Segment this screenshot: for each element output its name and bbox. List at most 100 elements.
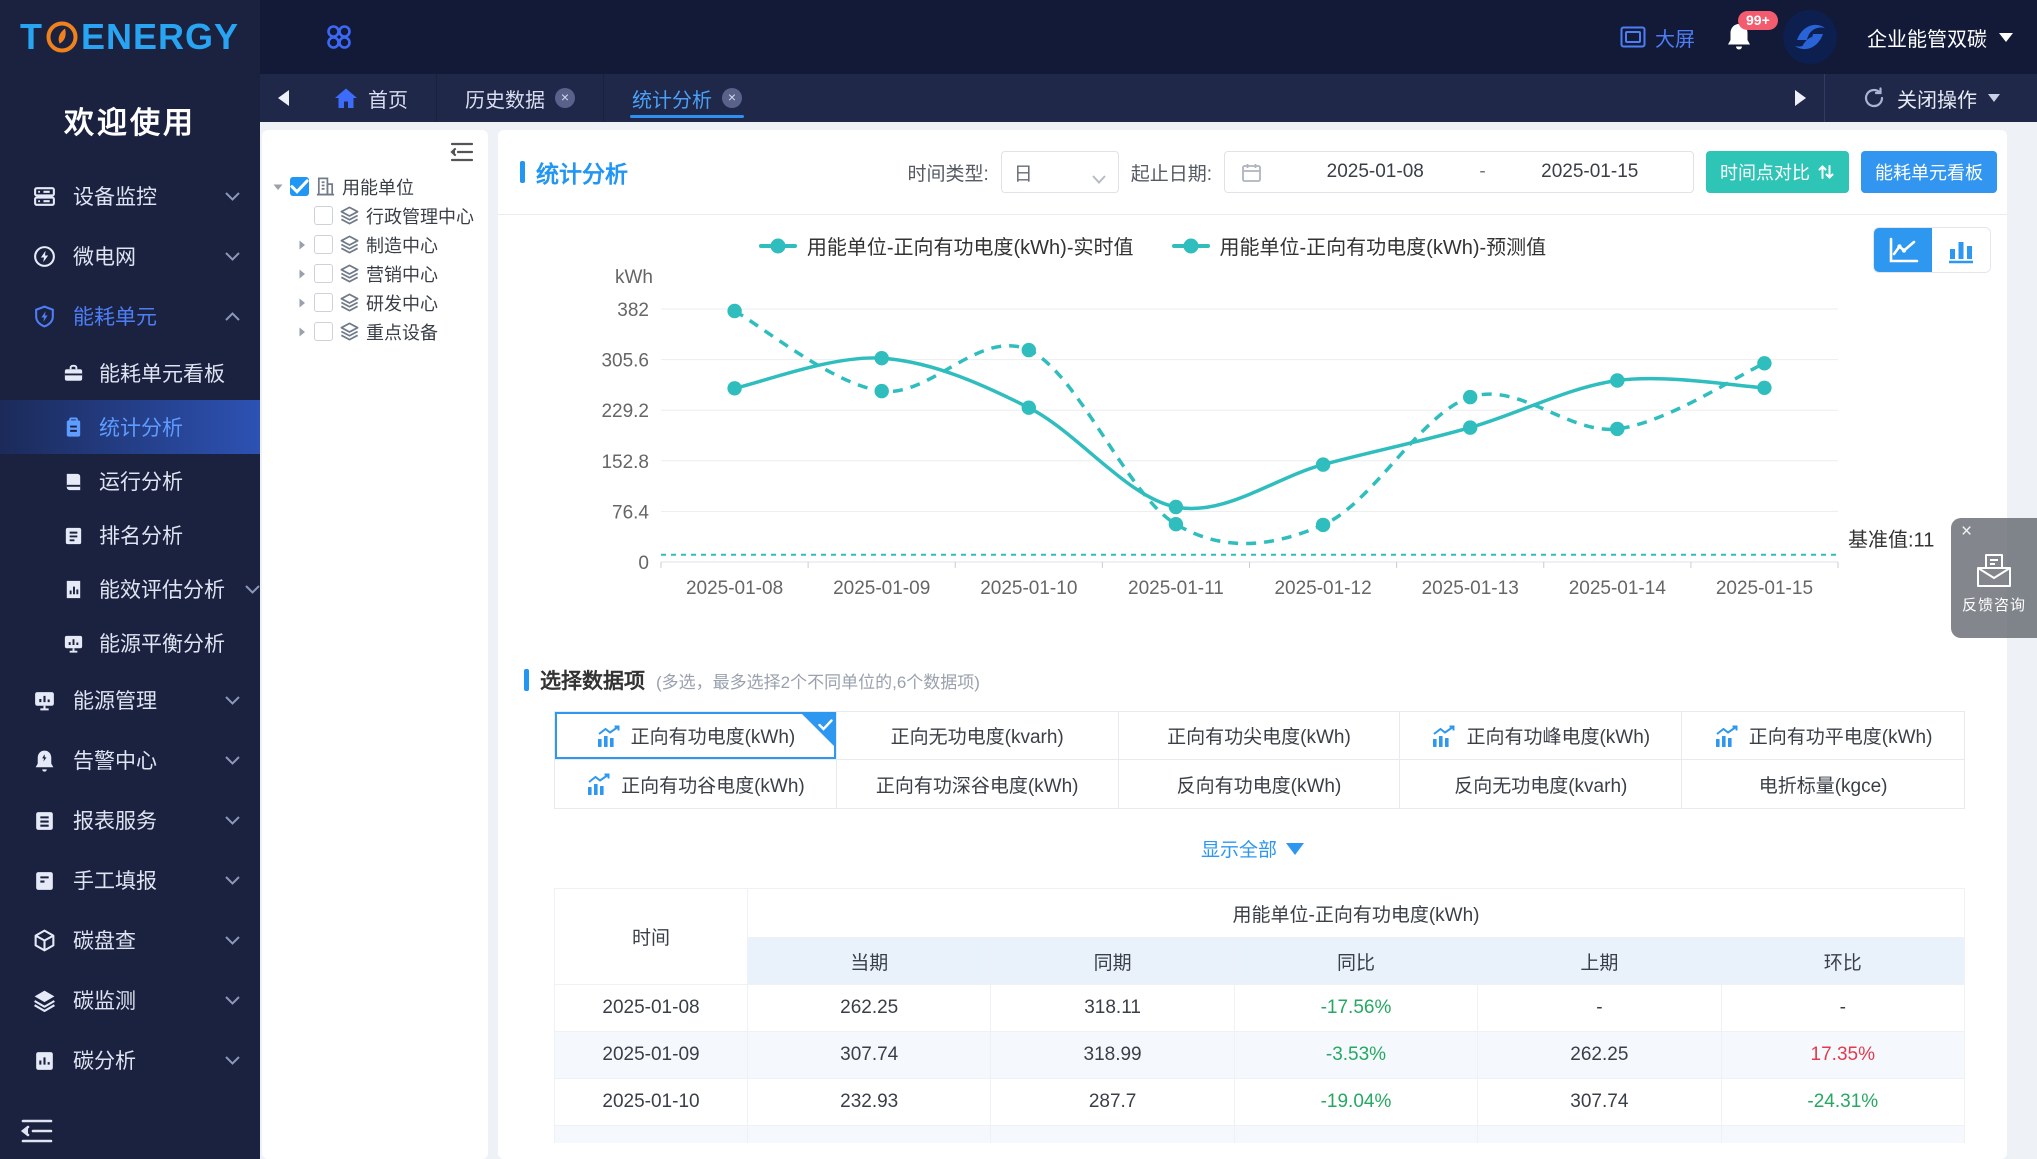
sidebar-item-9[interactable]: 碳分析 bbox=[0, 1030, 260, 1090]
sidebar-collapse-button[interactable] bbox=[20, 1117, 54, 1145]
legend-item-1[interactable]: 用能单位-正向有功电度(kWh)-预测值 bbox=[1171, 231, 1546, 260]
energy-unit-board-button[interactable]: 能耗单元看板 bbox=[1861, 151, 1997, 193]
x-axis-tick-label: 2025-01-09 bbox=[833, 578, 930, 599]
checkbox-unchecked[interactable] bbox=[314, 293, 333, 312]
row-value-cell: -17.56% bbox=[1233, 984, 1479, 1032]
kanban-icon bbox=[62, 362, 85, 385]
sidebar-item-2[interactable]: 能耗单元 bbox=[0, 286, 260, 346]
sidebar-item-6[interactable]: 手工填报 bbox=[0, 850, 260, 910]
notifications-button[interactable]: 99+ bbox=[1725, 11, 1778, 52]
close-operations-dropdown[interactable]: 关闭操作 bbox=[1824, 74, 2037, 122]
sidebar-subitem-排名分析[interactable]: 排名分析 bbox=[0, 508, 260, 562]
chart-legend: 用能单位-正向有功电度(kWh)-实时值 用能单位-正向有功电度(kWh)-预测值 bbox=[498, 231, 1807, 260]
org-switcher[interactable]: 企业能管双碳 bbox=[1867, 23, 2013, 52]
data-point bbox=[1021, 400, 1036, 415]
date-end-value[interactable]: 2025-01-15 bbox=[1541, 161, 1639, 182]
sidebar-item-4[interactable]: 告警中心 bbox=[0, 730, 260, 790]
x-axis-tick-label: 2025-01-10 bbox=[980, 578, 1077, 599]
statistics-panel: 统计分析 时间类型: 日 起止日期: bbox=[498, 130, 2007, 1159]
tab-统计分析[interactable]: 统计分析 × bbox=[603, 74, 770, 122]
sidebar-subitem-能源平衡分析[interactable]: 能源平衡分析 bbox=[0, 616, 260, 670]
avatar[interactable] bbox=[1783, 10, 1837, 64]
trend-chart-icon bbox=[596, 725, 621, 747]
show-all-link[interactable]: 显示全部 bbox=[498, 835, 2007, 862]
tab-历史数据[interactable]: 历史数据 × bbox=[436, 74, 603, 122]
table-column-环比: 环比 bbox=[1720, 937, 1966, 985]
caret-right-icon[interactable] bbox=[296, 239, 308, 251]
data-item-正向有功峰电度(kWh)[interactable]: 正向有功峰电度(kWh) bbox=[1400, 712, 1683, 760]
close-icon[interactable]: × bbox=[555, 88, 575, 108]
data-item-正向有功平电度(kWh)[interactable]: 正向有功平电度(kWh) bbox=[1682, 712, 1964, 760]
tree-collapse-icon[interactable] bbox=[450, 142, 474, 162]
data-item-反向有功电度(kWh)[interactable]: 反向有功电度(kWh) bbox=[1118, 760, 1401, 808]
line-chart-toggle[interactable] bbox=[1874, 228, 1932, 272]
caret-down-icon[interactable] bbox=[272, 181, 284, 193]
tree-node-行政管理中心[interactable]: 行政管理中心 bbox=[296, 201, 480, 230]
row-empty-cell bbox=[554, 1125, 748, 1143]
layers-icon bbox=[339, 321, 360, 342]
triangle-down-icon bbox=[1286, 842, 1304, 855]
time-point-compare-button[interactable]: 时间点对比 bbox=[1706, 151, 1849, 193]
data-item-label: 电折标量(kgce) bbox=[1758, 775, 1888, 797]
row-empty-cell bbox=[1233, 1125, 1479, 1143]
data-item-电折标量(kgce)[interactable]: 电折标量(kgce) bbox=[1682, 760, 1964, 808]
time-type-select[interactable]: 日 bbox=[1000, 151, 1119, 193]
date-range-picker[interactable]: 2025-01-08 - 2025-01-15 bbox=[1224, 151, 1694, 193]
tree-node-制造中心[interactable]: 制造中心 bbox=[296, 230, 480, 259]
sort-arrows-icon bbox=[1817, 163, 1835, 181]
sidebar-subitem-label: 能源平衡分析 bbox=[99, 633, 225, 656]
feedback-widget[interactable]: × 反馈咨询 bbox=[1951, 518, 2037, 638]
big-screen-button[interactable]: 大屏 bbox=[1620, 23, 1695, 52]
bar-chart-toggle[interactable] bbox=[1932, 228, 1990, 272]
data-item-正向有功尖电度(kWh)[interactable]: 正向有功尖电度(kWh) bbox=[1118, 712, 1401, 760]
tabs-scroll-right-button[interactable] bbox=[1778, 74, 1824, 122]
data-item-正向有功深谷电度(kWh)[interactable]: 正向有功深谷电度(kWh) bbox=[836, 760, 1119, 808]
tabs-scroll-left-button[interactable] bbox=[260, 74, 306, 122]
data-item-正向有功谷电度(kWh)[interactable]: 正向有功谷电度(kWh) bbox=[555, 760, 837, 808]
checkbox-unchecked[interactable] bbox=[314, 206, 333, 225]
sidebar-subitem-统计分析[interactable]: 统计分析 bbox=[0, 400, 260, 454]
checkbox-checked[interactable] bbox=[290, 177, 309, 196]
sidebar-item-1[interactable]: 微电网 bbox=[0, 226, 260, 286]
data-item-反向无功电度(kvarh)[interactable]: 反向无功电度(kvarh) bbox=[1400, 760, 1683, 808]
row-value-cell: 318.99 bbox=[990, 1031, 1235, 1079]
tree-node-营销中心[interactable]: 营销中心 bbox=[296, 259, 480, 288]
tree-node-研发中心[interactable]: 研发中心 bbox=[296, 288, 480, 317]
close-icon[interactable]: × bbox=[1961, 521, 1973, 542]
sidebar-item-0[interactable]: 设备监控 bbox=[0, 166, 260, 226]
sidebar-subitem-能效评估分析[interactable]: 能效评估分析 bbox=[0, 562, 260, 616]
caret-right-icon[interactable] bbox=[296, 268, 308, 280]
checkbox-unchecked[interactable] bbox=[314, 235, 333, 254]
table-header-time: 时间 bbox=[554, 888, 748, 985]
tree-node-label: 营销中心 bbox=[366, 264, 438, 285]
sidebar-item-8[interactable]: 碳监测 bbox=[0, 970, 260, 1030]
carbon-analysis-icon bbox=[32, 1048, 57, 1073]
sidebar-subitem-label: 排名分析 bbox=[99, 525, 183, 548]
caret-right-icon[interactable] bbox=[296, 326, 308, 338]
sidebar-subitem-label: 运行分析 bbox=[99, 471, 183, 494]
caret-right-icon[interactable] bbox=[296, 297, 308, 309]
sidebar-subitem-label: 统计分析 bbox=[99, 417, 183, 440]
data-item-正向无功电度(kvarh)[interactable]: 正向无功电度(kvarh) bbox=[836, 712, 1119, 760]
checkbox-unchecked[interactable] bbox=[314, 322, 333, 341]
sidebar-item-3[interactable]: 能源管理 bbox=[0, 670, 260, 730]
sidebar-item-5[interactable]: 报表服务 bbox=[0, 790, 260, 850]
tab-首页[interactable]: 首页 bbox=[306, 74, 436, 122]
sidebar-subitem-能耗单元看板[interactable]: 能耗单元看板 bbox=[0, 346, 260, 400]
sidebar-menu: 设备监控 微电网 能耗单元 能耗单元看板统计分析运行分析排名分析能效评估分析能源平衡分… bbox=[0, 166, 260, 1090]
tree-node-root[interactable]: 用能单位 bbox=[272, 172, 480, 201]
ranking-icon bbox=[62, 524, 85, 547]
apps-menu-icon[interactable] bbox=[324, 22, 354, 52]
legend-item-0[interactable]: 用能单位-正向有功电度(kWh)-实时值 bbox=[758, 231, 1134, 260]
sidebar-item-7[interactable]: 碳盘查 bbox=[0, 910, 260, 970]
sidebar-subitem-运行分析[interactable]: 运行分析 bbox=[0, 454, 260, 508]
big-screen-label: 大屏 bbox=[1655, 28, 1695, 51]
date-start-value[interactable]: 2025-01-08 bbox=[1326, 161, 1424, 182]
data-item-正向有功电度(kWh)[interactable]: 正向有功电度(kWh) bbox=[555, 712, 837, 760]
sidebar-item-label: 能源管理 bbox=[73, 690, 157, 713]
tree-node-重点设备[interactable]: 重点设备 bbox=[296, 317, 480, 346]
row-value-cell: 307.74 bbox=[1477, 1078, 1722, 1126]
checkbox-unchecked[interactable] bbox=[314, 264, 333, 283]
efficiency-icon bbox=[62, 578, 85, 601]
close-icon[interactable]: × bbox=[722, 88, 742, 108]
